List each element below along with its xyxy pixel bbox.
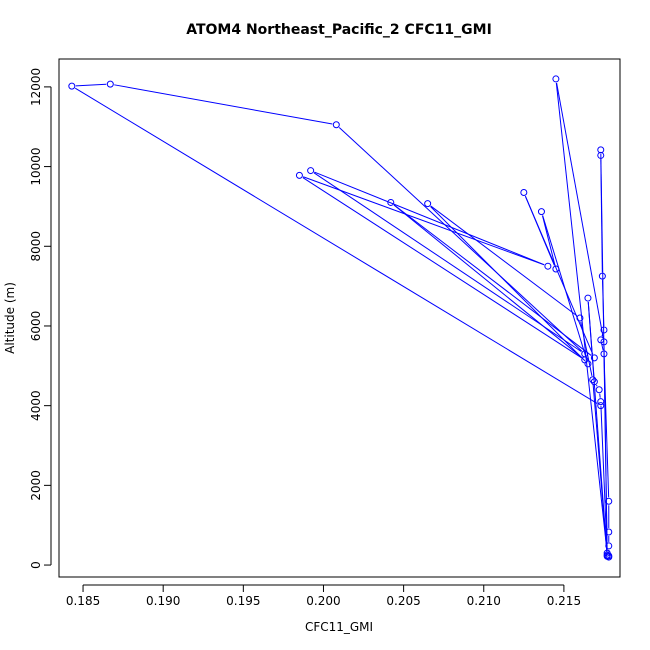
series-segment: [114, 84, 333, 125]
series-segment: [603, 345, 608, 552]
y-tick-label: 2000: [29, 470, 43, 501]
series-segment: [556, 82, 604, 339]
series-segment: [430, 206, 586, 362]
data-point: [597, 398, 605, 406]
y-axis: 0 2000 4000 6000 8000 10000 12000: [29, 68, 52, 569]
data-point: [552, 75, 560, 83]
series-segment: [555, 82, 608, 550]
series-segment: [393, 204, 592, 356]
series-segment: [430, 205, 578, 316]
y-tick-label: 4000: [29, 390, 43, 421]
data-point: [537, 208, 545, 216]
x-tick-label: 0.185: [66, 594, 100, 608]
data-point: [600, 338, 608, 346]
series-segment: [595, 384, 598, 387]
data-point: [597, 402, 605, 410]
data-point: [595, 386, 603, 394]
series-segment: [313, 172, 582, 353]
data-point: [106, 80, 114, 88]
data-point: [603, 549, 611, 557]
x-tick-label: 0.200: [306, 594, 340, 608]
data-point: [387, 198, 395, 206]
y-tick-label: 10000: [29, 147, 43, 185]
data-point: [307, 167, 315, 175]
plot-frame: [58, 58, 621, 578]
x-tick-label: 0.195: [226, 594, 260, 608]
series-segment: [599, 393, 601, 398]
y-axis-label: Altitude (m): [3, 282, 17, 354]
y-tick-label: 0: [29, 561, 43, 569]
y-tick-label: 12000: [29, 68, 43, 106]
data-point: [295, 171, 303, 179]
series-segment: [393, 204, 582, 358]
data-point: [603, 552, 611, 560]
data-point: [520, 188, 528, 196]
series-lines: [74, 82, 610, 553]
data-point: [584, 294, 592, 302]
data-point: [424, 200, 432, 208]
series-segment: [74, 87, 598, 405]
data-point: [332, 121, 340, 129]
y-tick-label: 6000: [29, 311, 43, 342]
data-point: [598, 272, 606, 280]
data-point: [552, 265, 560, 273]
series-segment: [338, 127, 583, 352]
data-point: [589, 376, 597, 384]
chart-title: ATOM4 Northeast_Pacific_2 CFC11_GMI: [186, 22, 492, 38]
series-segment: [302, 177, 582, 359]
data-point: [605, 497, 613, 505]
data-point: [68, 82, 76, 90]
data-point: [605, 542, 613, 550]
x-tick-label: 0.215: [547, 594, 581, 608]
x-tick-label: 0.190: [146, 594, 180, 608]
x-tick-label: 0.205: [386, 594, 420, 608]
data-point: [581, 350, 589, 358]
data-point: [544, 262, 552, 270]
x-axis-label: CFC11_GMI: [305, 620, 373, 634]
series-segment: [601, 343, 604, 351]
series-segment: [592, 383, 608, 553]
data-point: [597, 146, 605, 154]
data-point: [590, 354, 598, 362]
data-point: [605, 528, 613, 536]
data-point: [590, 378, 598, 386]
data-point: [584, 360, 592, 368]
series-segment: [541, 215, 556, 266]
series-points: [68, 75, 613, 561]
series-segment: [524, 195, 594, 355]
series-segment: [600, 405, 608, 552]
series-segment: [314, 171, 545, 266]
x-axis: 0.185 0.190 0.195 0.200 0.205 0.210 0.215: [66, 584, 581, 608]
series-segment: [303, 176, 545, 266]
data-point: [600, 326, 608, 334]
series-segment: [75, 83, 107, 87]
data-point: [600, 350, 608, 358]
x-tick-label: 0.210: [467, 594, 501, 608]
data-point: [576, 314, 584, 322]
y-tick-label: 8000: [29, 231, 43, 262]
